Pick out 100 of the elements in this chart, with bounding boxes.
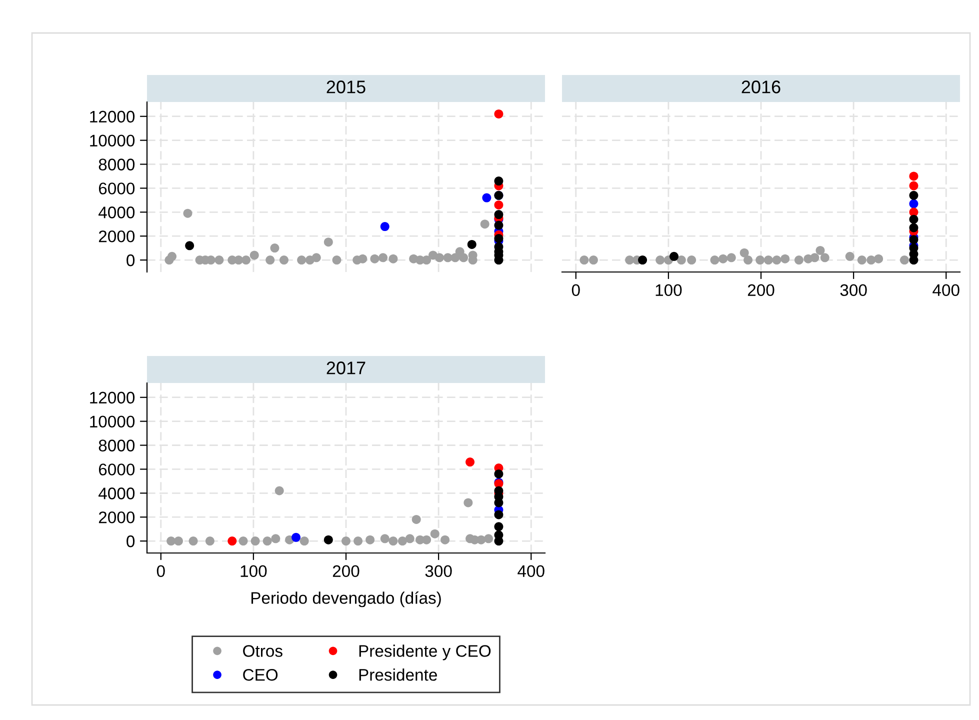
legend-label: Otros <box>243 645 282 657</box>
point <box>726 253 736 262</box>
point <box>324 238 333 247</box>
point <box>494 234 504 243</box>
x-tick-label: 100 <box>656 284 682 296</box>
point <box>266 256 275 265</box>
point <box>494 522 504 532</box>
point <box>857 256 866 265</box>
y-tick-label: 4000 <box>98 206 135 218</box>
x-tick-label: 300 <box>840 284 867 296</box>
y-tick-label: 6000 <box>98 464 135 476</box>
point <box>167 252 176 261</box>
y-tick-label: 4000 <box>98 488 135 500</box>
legend-label: Presidente <box>359 668 437 681</box>
chart-title: 2015 <box>326 80 366 94</box>
point <box>422 256 432 265</box>
point <box>710 256 720 265</box>
point <box>494 176 504 186</box>
point <box>354 536 363 546</box>
point <box>744 256 753 265</box>
point <box>242 256 251 265</box>
point <box>398 536 407 546</box>
point <box>166 536 176 546</box>
y-tick-label: 0 <box>126 254 135 266</box>
point <box>388 254 398 264</box>
point <box>430 529 440 538</box>
point <box>476 535 486 544</box>
x-tick-label: 0 <box>572 284 580 296</box>
point <box>909 190 918 200</box>
point <box>772 256 782 265</box>
chart-title: 2016 <box>742 80 780 94</box>
point <box>312 253 321 262</box>
point <box>214 256 224 265</box>
point <box>638 256 648 265</box>
point <box>250 250 259 260</box>
point <box>464 498 473 508</box>
x-tick-label: 100 <box>240 565 267 578</box>
y-tick-label: 8000 <box>98 440 135 452</box>
point <box>270 244 280 253</box>
point <box>324 535 333 544</box>
point <box>909 172 918 181</box>
point <box>909 223 918 232</box>
x-tick-label: 400 <box>932 284 960 296</box>
point <box>580 256 589 265</box>
point <box>271 534 280 544</box>
point <box>434 253 444 262</box>
point <box>909 199 918 208</box>
x-tick-label: 200 <box>748 284 774 296</box>
y-tick-label: 10000 <box>90 134 135 147</box>
point <box>676 256 686 265</box>
point <box>494 109 504 118</box>
point <box>297 256 306 265</box>
point <box>380 222 390 232</box>
point <box>718 254 728 264</box>
point <box>422 535 432 544</box>
chart-title: 2017 <box>326 362 366 374</box>
y-tick-label: 10000 <box>90 416 135 428</box>
point <box>188 536 198 546</box>
point <box>467 240 476 249</box>
y-tick-label: 12000 <box>90 110 135 123</box>
point <box>816 246 825 255</box>
point <box>342 536 350 546</box>
point <box>292 532 301 542</box>
x-tick-label: 200 <box>332 565 360 578</box>
point <box>820 253 830 262</box>
point <box>443 253 452 262</box>
x-tick-label: 300 <box>425 565 452 578</box>
point <box>866 256 876 265</box>
point <box>405 534 414 544</box>
point <box>228 536 237 546</box>
legend-label: CEO <box>243 668 278 681</box>
point <box>494 210 504 220</box>
x-axis-title: Periodo devengado (días) <box>251 591 441 608</box>
point <box>482 193 492 202</box>
point <box>370 254 380 264</box>
point <box>756 256 765 265</box>
x-tick-label: 0 <box>156 565 165 578</box>
point <box>588 256 598 265</box>
point <box>412 514 421 524</box>
point <box>388 536 398 546</box>
point <box>484 534 494 544</box>
point <box>764 256 773 265</box>
point <box>205 536 214 546</box>
point <box>262 536 272 546</box>
point <box>380 534 390 544</box>
point <box>185 241 194 250</box>
point <box>845 252 854 261</box>
point <box>238 536 248 546</box>
point <box>494 510 504 520</box>
point <box>669 252 678 261</box>
point <box>358 254 368 264</box>
point <box>625 256 634 265</box>
point <box>332 256 342 265</box>
point <box>494 220 504 230</box>
point <box>740 248 749 258</box>
y-tick-label: 0 <box>126 535 135 548</box>
point <box>366 535 375 544</box>
point <box>780 254 790 264</box>
point <box>300 536 309 546</box>
y-tick-label: 2000 <box>98 511 135 524</box>
